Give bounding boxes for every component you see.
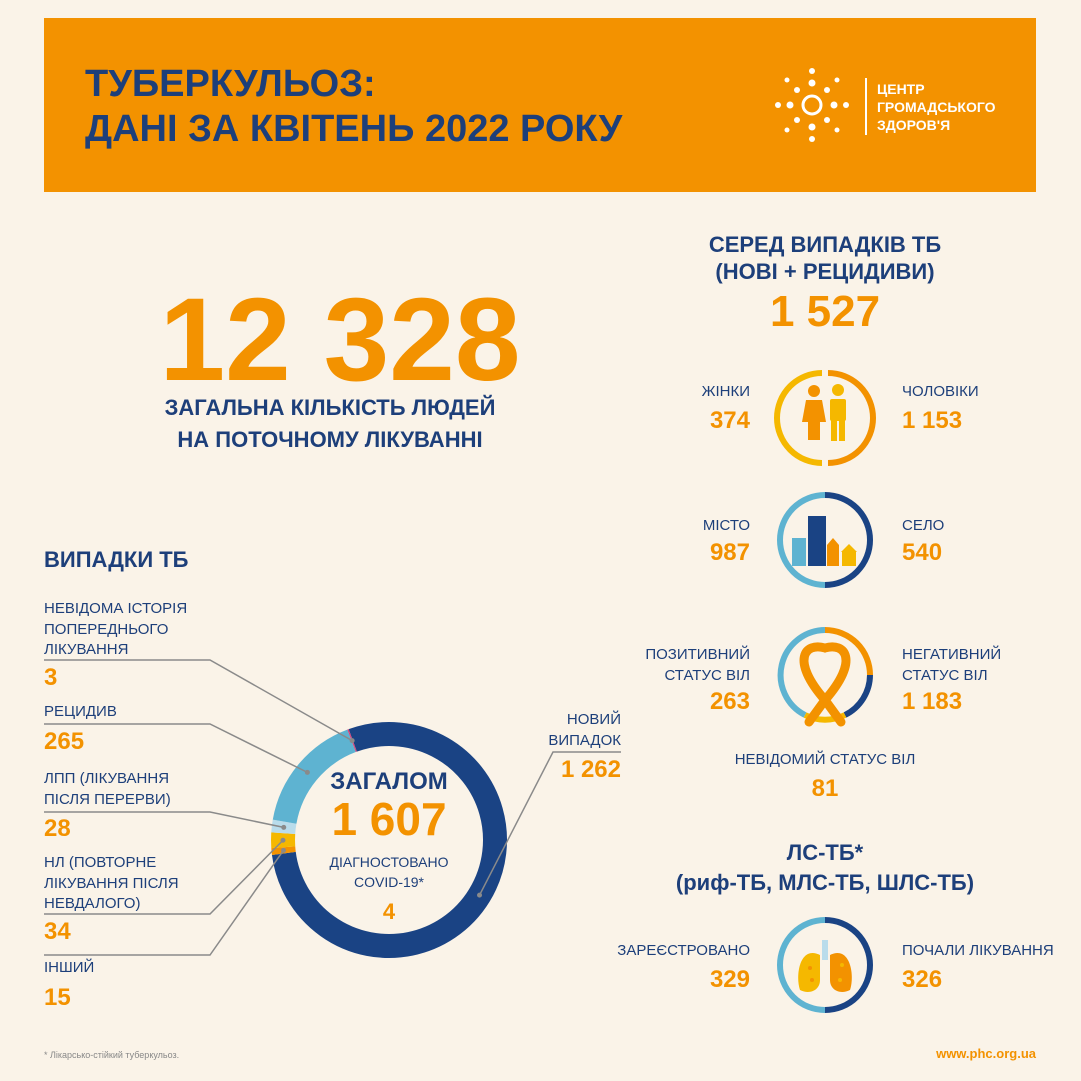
stat-label: МІСТО — [702, 517, 750, 534]
stat-label: ЖІНКИ — [701, 383, 750, 400]
segment-label: НЕВІДОМА ІСТОРІЯ ПОПЕРЕДНЬОГО ЛІКУВАННЯ — [44, 600, 188, 658]
mdr-ring — [777, 917, 873, 1013]
leader-line — [44, 811, 284, 829]
segment-value: 28 — [44, 815, 71, 842]
stat-label: ПОЧАЛИ ЛІКУВАННЯ — [902, 942, 1054, 959]
total-label: ЗАГАЛЬНА КІЛЬКІСТЬ ЛЮДЕЙ НА ПОТОЧНОМУ ЛІ… — [164, 395, 496, 452]
donut-center-label: ЗАГАЛОМ — [330, 768, 448, 795]
leader-line — [44, 723, 308, 774]
stat-value: 326 — [902, 966, 943, 993]
stat-label: НЕГАТИВНИЙ СТАТУС ВІЛ — [902, 646, 1002, 684]
mdr-title: ЛС-ТБ* (риф-ТБ, МЛС-ТБ, ШЛС-ТБ) — [675, 840, 975, 895]
hiv-unknown-label: НЕВІДОМИЙ СТАТУС ВІЛ — [734, 751, 916, 768]
leader-dot — [349, 738, 355, 744]
leader-dot — [281, 847, 287, 853]
chart-title: ВИПАДКИ ТБ — [44, 547, 189, 572]
tb-cases-total: 1 527 — [769, 287, 881, 336]
stat-value: 1 153 — [902, 407, 963, 434]
segment-label: ІНШИЙ — [44, 959, 95, 976]
segment-value: 1 262 — [560, 756, 621, 783]
covid-value: 4 — [382, 899, 396, 924]
segment-label: ЛПП (ЛІКУВАННЯ ПІСЛЯ ПЕРЕРВИ) — [44, 770, 171, 808]
segment-value: 265 — [44, 728, 85, 755]
leader-line — [44, 849, 285, 956]
city-ring — [777, 492, 873, 588]
segment-label: НЛ (ПОВТОРНЕ ЛІКУВАННЯ ПІСЛЯ НЕВДАЛОГО) — [44, 854, 179, 912]
stat-label: СЕЛО — [902, 517, 945, 534]
logo-text: ЦЕНТР ГРОМАДСЬКОГО ЗДОРОВ'Я — [877, 81, 996, 133]
leader-dot — [281, 824, 287, 830]
stat-value: 1 183 — [902, 688, 963, 715]
ribbon-icon — [799, 642, 851, 727]
stat-value: 263 — [709, 688, 750, 715]
city-icon — [792, 516, 857, 566]
page-title: ТУБЕРКУЛЬОЗ: ДАНІ ЗА КВІТЕНЬ 2022 РОКУ — [85, 63, 623, 150]
segment-label: РЕЦИДИВ — [44, 703, 117, 720]
leader-dot — [304, 769, 310, 775]
leader-dot — [477, 892, 483, 898]
lungs-icon — [798, 940, 852, 992]
leader-line — [478, 751, 621, 896]
stat-value: 987 — [709, 539, 750, 566]
tb-cases-title: СЕРЕД ВИПАДКІВ ТБ (НОВІ + РЕЦИДИВИ) — [708, 232, 942, 284]
footnote: * Лікарсько-стійкий туберкульоз. — [44, 1050, 180, 1060]
segment-label: НОВИЙ ВИПАДОК — [548, 711, 621, 749]
stat-value: 540 — [902, 539, 943, 566]
header-band — [44, 18, 1036, 192]
stat-label: ЧОЛОВІКИ — [902, 383, 979, 400]
segment-value: 3 — [44, 664, 58, 691]
leader-line — [44, 839, 284, 915]
stat-label: ЗАРЕЄСТРОВАНО — [617, 942, 750, 959]
total-value: 12 328 — [159, 274, 521, 406]
url: www.phc.org.ua — [936, 1046, 1036, 1061]
hiv-unknown-value: 81 — [811, 775, 839, 802]
segment-value: 15 — [44, 984, 71, 1011]
stat-label: ПОЗИТИВНИЙ СТАТУС ВІЛ — [645, 646, 750, 684]
leader-line — [44, 659, 353, 742]
stat-value: 374 — [709, 407, 750, 434]
donut-center-total: 1 607 — [331, 793, 447, 845]
gender-ring — [774, 370, 876, 466]
leader-dot — [280, 837, 286, 843]
logo-mark — [775, 68, 849, 142]
gender-icon — [802, 384, 846, 441]
covid-label: ДІАГНОСТОВАНО COVID-19* — [329, 854, 449, 890]
segment-value: 34 — [44, 918, 71, 945]
stat-value: 329 — [709, 966, 750, 993]
